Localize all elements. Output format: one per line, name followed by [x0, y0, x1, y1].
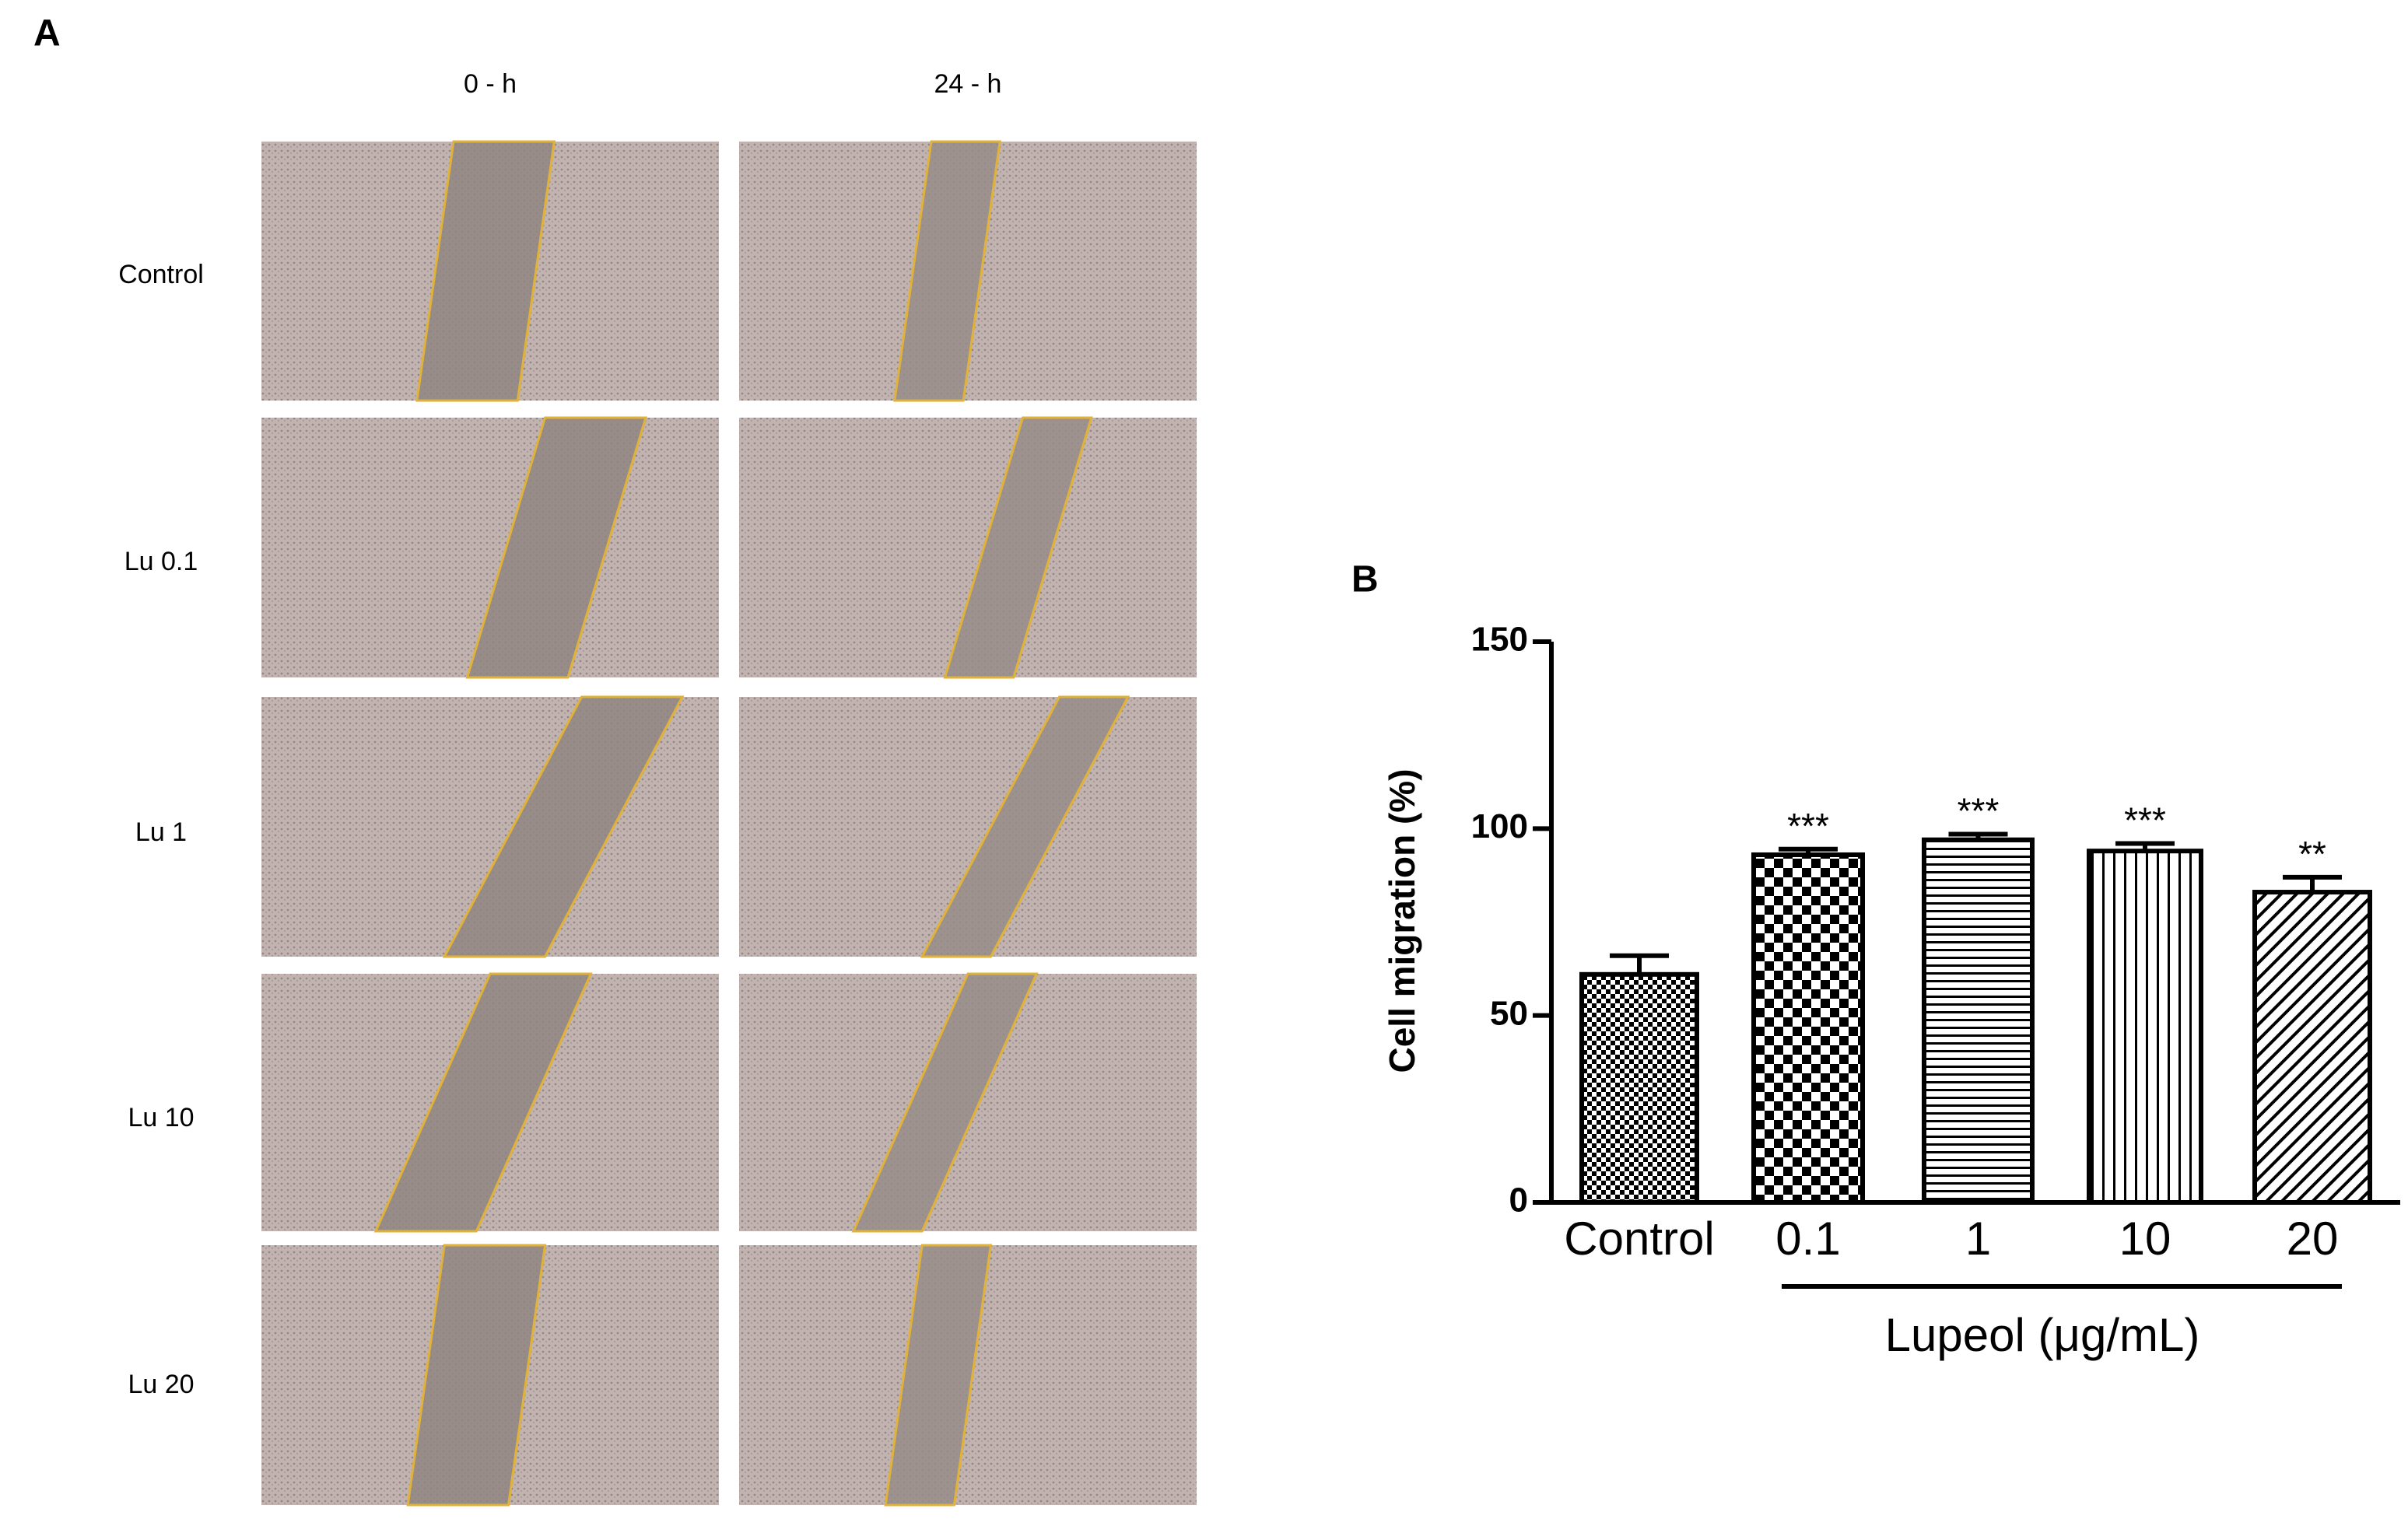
- row-label: Control: [118, 260, 204, 289]
- wound-gap: [884, 1244, 993, 1507]
- significance-label: ***: [1958, 791, 2000, 831]
- column-header: 0 - h: [464, 69, 517, 99]
- y-tick-label: 150: [1471, 621, 1528, 659]
- column-header: 24 - h: [934, 69, 1002, 99]
- row-label: Lu 10: [128, 1103, 194, 1132]
- wound-gap: [893, 140, 1001, 402]
- significance-label: ***: [2124, 800, 2166, 841]
- x-tick-label: 20: [2287, 1213, 2339, 1265]
- wound-gap: [373, 972, 593, 1233]
- y-tick-label: 0: [1509, 1181, 1528, 1220]
- wound-gap: [442, 695, 685, 958]
- wound-gap: [943, 416, 1093, 679]
- x-tick-label: 1: [1965, 1213, 1991, 1265]
- x-tick-label: 0.1: [1775, 1213, 1840, 1265]
- x-tick-label: Control: [1564, 1213, 1714, 1265]
- panel-label: B: [1351, 559, 1379, 600]
- wound-gap: [415, 140, 556, 402]
- bar: [2252, 890, 2372, 1205]
- wound-gap: [851, 972, 1039, 1233]
- bar: [1579, 971, 1699, 1205]
- bar: [2087, 849, 2203, 1205]
- significance-label: **: [2298, 834, 2326, 874]
- bar: [1922, 837, 2035, 1205]
- wound-gap: [920, 695, 1130, 958]
- wound-gap: [406, 1244, 547, 1507]
- row-label: Lu 0.1: [124, 547, 198, 576]
- bar-chart: B Cell migration (%) Lupeol (μg/mL) 0 50 1…: [1351, 559, 2400, 1361]
- y-tick-label: 100: [1471, 807, 1528, 845]
- bar: [1751, 852, 1865, 1205]
- row-label: Lu 1: [135, 817, 187, 847]
- row-label: Lu 20: [128, 1370, 194, 1399]
- significance-label: ***: [1787, 806, 1829, 846]
- y-tick-label: 50: [1490, 994, 1528, 1032]
- panel-label: A: [33, 13, 61, 54]
- wound-gap: [465, 416, 647, 679]
- y-axis-label: Cell migration (%): [1382, 768, 1422, 1073]
- x-tick-label: 10: [2119, 1213, 2171, 1265]
- x-axis-label: Lupeol (μg/mL): [1885, 1309, 2200, 1361]
- micrograph-grid: 0 - h 24 - h Control Lu 0.1 Lu 1 Lu 10 Lu 20: [118, 69, 1197, 1507]
